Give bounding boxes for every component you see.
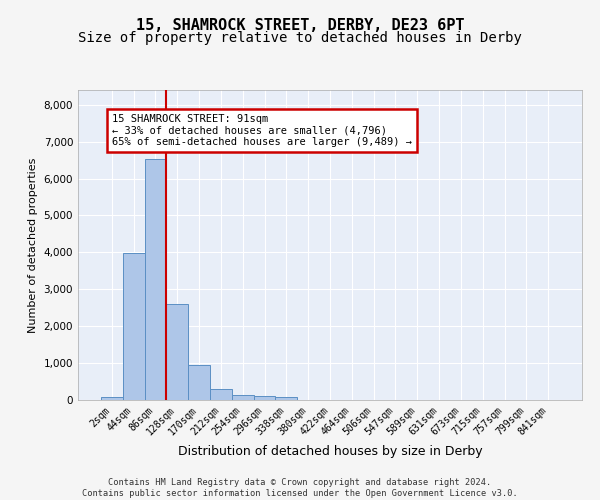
Bar (188, 364, 210, 400)
Bar (210, 388, 232, 400)
Bar (101, 397, 123, 400)
Bar (232, 395, 254, 400)
Bar (145, 159, 166, 400)
Y-axis label: Number of detached properties: Number of detached properties (28, 158, 38, 332)
Bar (166, 304, 188, 400)
Text: Contains HM Land Registry data © Crown copyright and database right 2024.
Contai: Contains HM Land Registry data © Crown c… (82, 478, 518, 498)
Bar (275, 396, 297, 400)
Text: 15 SHAMROCK STREET: 91sqm
← 33% of detached houses are smaller (4,796)
65% of se: 15 SHAMROCK STREET: 91sqm ← 33% of detac… (112, 114, 412, 147)
Text: Size of property relative to detached houses in Derby: Size of property relative to detached ho… (78, 31, 522, 45)
X-axis label: Distribution of detached houses by size in Derby: Distribution of detached houses by size … (178, 445, 482, 458)
Bar (254, 396, 275, 400)
Text: 15, SHAMROCK STREET, DERBY, DE23 6PT: 15, SHAMROCK STREET, DERBY, DE23 6PT (136, 18, 464, 32)
Bar (123, 253, 145, 400)
